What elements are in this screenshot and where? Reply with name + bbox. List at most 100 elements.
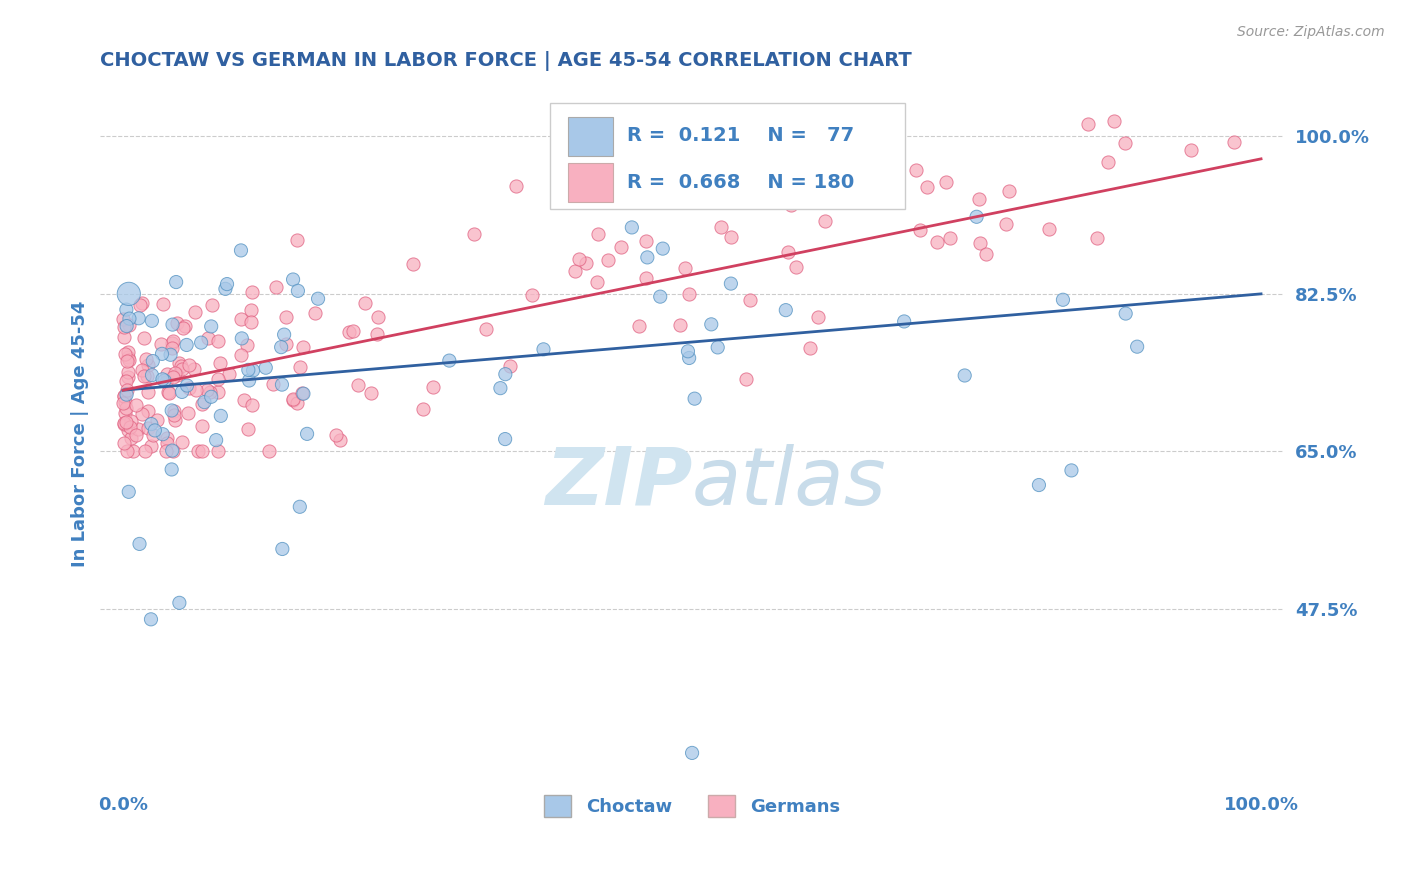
Point [139,439,162,453]
Point [238,363,260,377]
Point [307,292,329,306]
Point [155,375,177,389]
Point [240,398,263,412]
Point [775,303,797,318]
Point [683,392,706,406]
Point [620,220,643,235]
Point [200,319,222,334]
Point [463,227,485,242]
Point [115,374,138,388]
Point [114,406,136,420]
Point [1126,340,1149,354]
Point [360,385,382,400]
Point [162,335,184,350]
Point [586,227,609,241]
Point [402,257,425,271]
Point [494,367,516,381]
Point [998,184,1021,198]
Point [706,340,728,354]
Point [118,419,141,434]
Point [287,284,309,298]
Point [494,432,516,446]
Point [700,318,723,332]
Point [969,235,991,250]
Point [128,311,150,326]
Point [170,384,193,399]
Point [141,314,163,328]
Point [917,179,939,194]
Point [167,356,190,370]
Point [141,417,163,431]
Point [170,435,193,450]
Point [176,378,198,392]
Point [146,413,169,427]
Point [257,444,280,458]
Point [127,422,149,436]
Point [904,162,927,177]
Point [1085,231,1108,245]
Point [115,387,138,401]
Point [165,275,187,289]
Point [114,416,136,430]
Point [165,366,187,380]
Point [634,235,657,249]
Point [159,348,181,362]
Point [207,334,229,348]
Point [135,351,157,366]
Point [176,338,198,352]
Point [218,367,240,381]
Point [118,484,141,499]
Point [132,331,155,345]
Point [720,277,742,291]
Point [179,382,201,396]
Point [1114,136,1136,151]
Point [209,356,232,370]
Point [645,184,668,198]
Point [195,383,218,397]
Point [184,304,207,318]
Point [184,383,207,397]
Point [533,343,555,357]
Point [239,303,262,318]
Point [967,192,990,206]
Point [200,390,222,404]
Point [162,444,184,458]
Point [187,444,209,458]
Point [165,413,187,427]
Point [785,260,807,274]
Point [799,341,821,355]
Text: Source: ZipAtlas.com: Source: ZipAtlas.com [1237,25,1385,39]
Point [596,252,619,267]
Point [740,293,762,307]
Point [236,338,259,352]
Point [153,374,176,388]
Point [115,444,138,458]
Point [283,392,305,407]
Point [1060,463,1083,477]
Point [128,298,150,312]
Point [121,444,143,458]
Point [169,596,191,610]
Point [177,406,200,420]
Point [276,310,298,325]
Point [807,310,830,324]
Point [342,324,364,338]
Point [170,359,193,373]
Point [136,421,159,435]
Point [207,372,229,386]
Point [141,368,163,383]
Point [337,325,360,339]
Point [112,417,135,432]
Point [132,368,155,383]
Point [1038,221,1060,235]
Point [1223,135,1246,149]
Point [118,318,141,333]
Point [207,385,229,400]
Point [152,427,174,442]
Point [1115,307,1137,321]
Point [197,331,219,345]
Point [290,359,312,374]
Point [489,381,512,395]
Point [720,230,742,244]
Point [157,385,180,400]
